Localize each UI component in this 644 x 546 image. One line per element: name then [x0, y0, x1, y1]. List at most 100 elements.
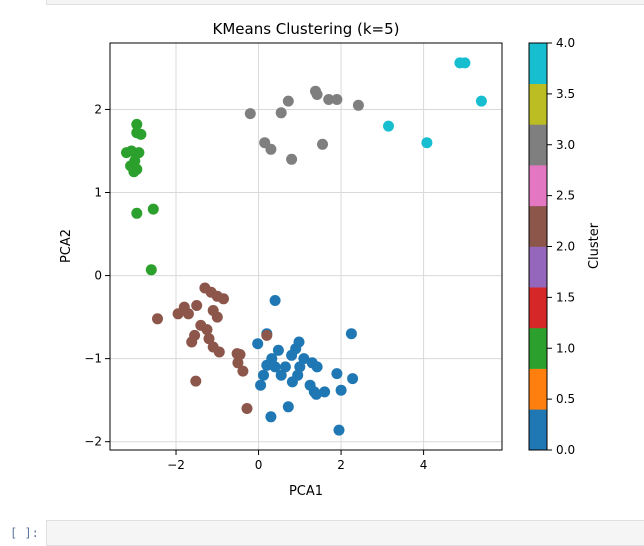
- colorbar-tick-label: 2.0: [556, 240, 575, 254]
- x-tick-label: 0: [255, 458, 263, 472]
- data-point-cluster-0: [335, 384, 347, 396]
- x-axis-label: PCA1: [289, 484, 323, 499]
- data-point-cluster-4: [421, 137, 433, 149]
- data-point-cluster-2: [241, 403, 253, 414]
- colorbar-tick-label: 2.5: [556, 189, 575, 203]
- cell-prompt: [ ]:: [10, 526, 39, 540]
- colorbar-segment: [529, 246, 547, 288]
- data-point-cluster-0: [345, 328, 357, 340]
- data-point-cluster-0: [310, 388, 322, 400]
- data-point-cluster-3: [352, 99, 364, 111]
- data-point-cluster-1: [147, 203, 159, 215]
- scatter-points: [121, 57, 487, 436]
- data-point-cluster-1: [135, 128, 147, 140]
- colorbar-segment: [529, 409, 547, 451]
- data-point-cluster-4: [459, 57, 471, 69]
- previous-cell-bottom-edge: [46, 0, 644, 5]
- colorbar: [528, 42, 548, 451]
- data-point-cluster-2: [172, 308, 184, 320]
- data-point-cluster-2: [203, 333, 215, 345]
- data-point-cluster-0: [265, 411, 277, 423]
- y-tick-label: −2: [84, 435, 102, 449]
- y-tick-label: 2: [94, 102, 102, 116]
- data-point-cluster-2: [218, 293, 229, 305]
- data-point-cluster-0: [279, 361, 291, 373]
- colorbar-label: Cluster: [587, 222, 602, 269]
- data-point-cluster-1: [131, 118, 143, 130]
- data-point-cluster-0: [286, 376, 298, 388]
- y-axis-ticks: −2 −1 0 1 2: [84, 102, 110, 449]
- output-figure: −2 0 2 4 −2 −1 0 1 2 KMeans Clustering (k=5) PC…: [59, 20, 602, 499]
- empty-code-cell: [ ]:: [0, 519, 644, 546]
- y-tick-label: −1: [84, 352, 102, 366]
- data-point-cluster-2: [182, 308, 194, 320]
- colorbar-segment: [529, 327, 547, 369]
- data-point-cluster-0: [294, 361, 306, 373]
- data-point-cluster-2: [261, 329, 273, 341]
- data-point-cluster-3: [275, 107, 287, 119]
- data-point-cluster-2: [237, 365, 249, 377]
- data-point-cluster-0: [331, 368, 343, 380]
- code-input[interactable]: [46, 520, 644, 546]
- colorbar-segment: [529, 124, 547, 166]
- data-point-cluster-2: [186, 336, 198, 348]
- data-point-cluster-0: [261, 359, 273, 371]
- x-tick-label: −2: [167, 458, 185, 472]
- data-point-cluster-0: [269, 361, 281, 373]
- data-point-cluster-2: [211, 311, 223, 323]
- data-point-cluster-4: [383, 120, 394, 132]
- data-point-cluster-3: [286, 153, 298, 165]
- data-point-cluster-0: [282, 401, 294, 413]
- colorbar-segment: [529, 205, 547, 247]
- colorbar-segment: [529, 83, 547, 125]
- y-tick-label: 1: [94, 186, 102, 200]
- data-point-cluster-0: [298, 353, 310, 365]
- colorbar-ticks: 0.0 0.5 1.0 1.5 2.0 2.5 3.0 3.5 4.0: [547, 36, 575, 457]
- data-point-cluster-0: [293, 336, 305, 348]
- data-point-cluster-2: [201, 324, 213, 336]
- chart-title: KMeans Clustering (k=5): [213, 20, 400, 38]
- data-point-cluster-0: [347, 373, 359, 385]
- y-axis-label: PCA2: [59, 229, 74, 263]
- data-point-cluster-2: [152, 313, 163, 325]
- colorbar-tick-label: 3.5: [556, 87, 575, 101]
- colorbar-tick-label: 0.0: [556, 443, 575, 457]
- data-point-cluster-4: [475, 95, 487, 107]
- data-point-cluster-2: [190, 375, 202, 387]
- colorbar-segment: [529, 165, 547, 207]
- data-point-cluster-1: [131, 207, 143, 219]
- colorbar-segment: [529, 368, 547, 410]
- plot-background: [110, 43, 502, 450]
- colorbar-tick-label: 0.5: [556, 392, 575, 406]
- data-point-cluster-3: [323, 94, 335, 105]
- data-point-cluster-0: [333, 424, 345, 436]
- data-point-cluster-2: [191, 300, 203, 311]
- data-point-cluster-3: [311, 89, 323, 100]
- colorbar-tick-label: 3.0: [556, 138, 575, 152]
- data-point-cluster-2: [234, 349, 246, 360]
- data-point-cluster-1: [145, 264, 157, 276]
- x-tick-label: 4: [420, 458, 428, 472]
- data-point-cluster-2: [213, 346, 225, 358]
- data-point-cluster-0: [255, 379, 267, 391]
- data-point-cluster-1: [133, 147, 145, 159]
- kmeans-chart: −2 0 2 4 −2 −1 0 1 2 KMeans Clustering (k=5) PC…: [59, 20, 602, 499]
- colorbar-tick-label: 1.5: [556, 290, 575, 304]
- data-point-cluster-0: [258, 369, 269, 381]
- data-point-cluster-3: [317, 138, 328, 150]
- data-point-cluster-0: [272, 344, 284, 356]
- x-axis-ticks: −2 0 2 4: [167, 450, 427, 472]
- colorbar-segment: [529, 43, 547, 84]
- data-point-cluster-1: [128, 166, 140, 178]
- y-tick-label: 0: [94, 269, 102, 283]
- data-point-cluster-3: [331, 94, 343, 105]
- data-point-cluster-3: [244, 108, 256, 120]
- data-point-cluster-3: [265, 143, 277, 155]
- colorbar-segment: [529, 287, 547, 329]
- data-point-cluster-2: [232, 357, 244, 369]
- data-point-cluster-0: [286, 349, 298, 361]
- data-point-cluster-0: [319, 386, 331, 398]
- data-point-cluster-0: [252, 338, 264, 350]
- x-tick-label: 2: [337, 458, 345, 472]
- colorbar-tick-label: 1.0: [556, 341, 575, 355]
